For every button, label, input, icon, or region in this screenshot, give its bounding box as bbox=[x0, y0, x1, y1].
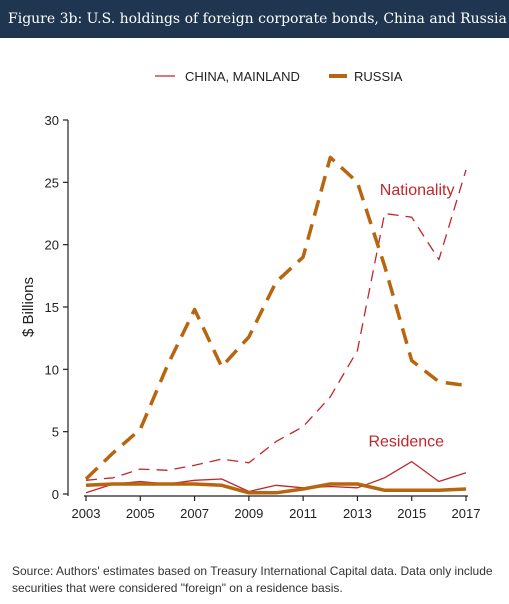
chart-legend: CHINA, MAINLAND RUSSIA bbox=[155, 69, 403, 84]
x-tick-label: 2007 bbox=[180, 506, 209, 521]
annotation-label: Residence bbox=[368, 434, 444, 451]
x-tick-label: 2005 bbox=[126, 506, 155, 521]
x-tick-label: 2017 bbox=[452, 506, 481, 521]
y-tick-label: 30 bbox=[45, 113, 59, 128]
annotation-label: Nationality bbox=[380, 182, 455, 199]
y-tick-label: 20 bbox=[45, 238, 59, 253]
source-note: Source: Authors' estimates based on Trea… bbox=[12, 564, 493, 595]
x-tick-label: 2011 bbox=[289, 506, 317, 521]
y-tick-label: 0 bbox=[52, 487, 59, 502]
series-line-russia-residence bbox=[85, 482, 467, 495]
series-line-china-mainland-residence bbox=[85, 460, 467, 494]
legend-label: CHINA, MAINLAND bbox=[185, 69, 300, 84]
x-tick-label: 2003 bbox=[72, 506, 101, 521]
chart-series bbox=[84, 155, 467, 495]
series-line-russia-nationality bbox=[84, 155, 467, 481]
legend-label: RUSSIA bbox=[354, 69, 403, 84]
x-tick-label: 2015 bbox=[397, 506, 426, 521]
line-chart: CHINA, MAINLAND RUSSIA 0 5 10 15 20 25 30 2003 20… bbox=[20, 69, 480, 521]
y-tick-label: 10 bbox=[45, 362, 59, 377]
chart-annotations: Nationality Residence bbox=[368, 182, 454, 451]
x-tick-label: 2009 bbox=[234, 506, 263, 521]
y-tick-label: 15 bbox=[45, 300, 59, 315]
y-tick-label: 5 bbox=[52, 425, 59, 440]
chart-axes: 0 5 10 15 20 25 30 2003 2005 2007 2009 2011 2013 2015… bbox=[20, 113, 480, 521]
figure-title-banner: Figure 3b: U.S. holdings of foreign corp… bbox=[0, 0, 509, 38]
y-tick-label: 25 bbox=[45, 175, 59, 190]
y-axis-label: $ Billions bbox=[20, 277, 37, 337]
series-line-china-mainland-nationality bbox=[85, 169, 467, 481]
figure-title: Figure 3b: U.S. holdings of foreign corp… bbox=[8, 11, 507, 27]
x-tick-label: 2013 bbox=[343, 506, 372, 521]
